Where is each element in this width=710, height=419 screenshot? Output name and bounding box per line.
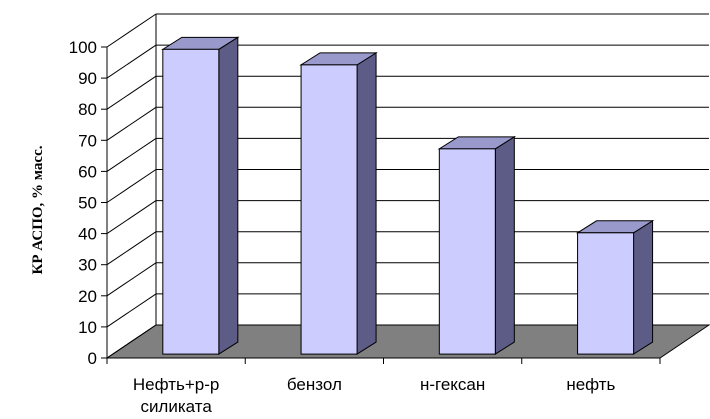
y-tick-label: 40	[78, 225, 97, 244]
bar-side	[494, 135, 515, 356]
side-wall-line	[106, 262, 157, 297]
side-wall-line	[106, 75, 157, 110]
bar	[575, 219, 655, 356]
y-tick-label: 70	[78, 131, 97, 150]
y-tick-label: 20	[78, 287, 97, 306]
side-wall-line	[106, 293, 157, 328]
y-tick-label: 80	[78, 100, 97, 119]
side-wall-line	[106, 13, 157, 48]
y-tick-label: 50	[78, 194, 97, 213]
side-wall-line	[106, 137, 157, 172]
bar-side	[218, 36, 239, 356]
y-tick-label: 100	[69, 38, 97, 57]
y-axis-title: КР АСПО, % масс.	[30, 145, 46, 274]
bar	[161, 36, 240, 356]
x-category-label-line: нефть	[566, 375, 615, 394]
y-tick-label: 30	[78, 256, 97, 275]
x-category-label: нефть	[566, 375, 615, 394]
bar-side	[633, 219, 654, 356]
bar-front	[438, 148, 496, 355]
side-wall-line	[106, 231, 157, 266]
x-category-label: н-гексан	[420, 375, 485, 394]
bar	[299, 51, 378, 356]
y-tick-label: 0	[88, 349, 97, 368]
y-tick-label: 90	[78, 69, 97, 88]
bar	[437, 135, 517, 356]
side-wall-line	[106, 44, 157, 79]
bar-side	[356, 51, 377, 356]
side-wall-line	[106, 169, 157, 203]
y-tick-label: 10	[78, 318, 97, 337]
bar-front	[577, 232, 635, 355]
x-category-label-line: бензол	[287, 375, 342, 394]
x-category-label: бензол	[287, 375, 342, 394]
bar-front	[300, 64, 358, 355]
x-category-label-line: силиката	[140, 397, 212, 416]
x-category-label: Нефть+р-р силиката	[133, 375, 220, 416]
side-wall-line	[106, 200, 157, 235]
x-category-label-line: Нефть+р-р	[133, 375, 220, 394]
side-wall-line	[106, 324, 157, 359]
side-wall-line	[106, 106, 157, 141]
bar-front	[162, 48, 220, 355]
x-category-label-line: н-гексан	[420, 375, 485, 394]
y-tick-label: 60	[78, 162, 97, 181]
